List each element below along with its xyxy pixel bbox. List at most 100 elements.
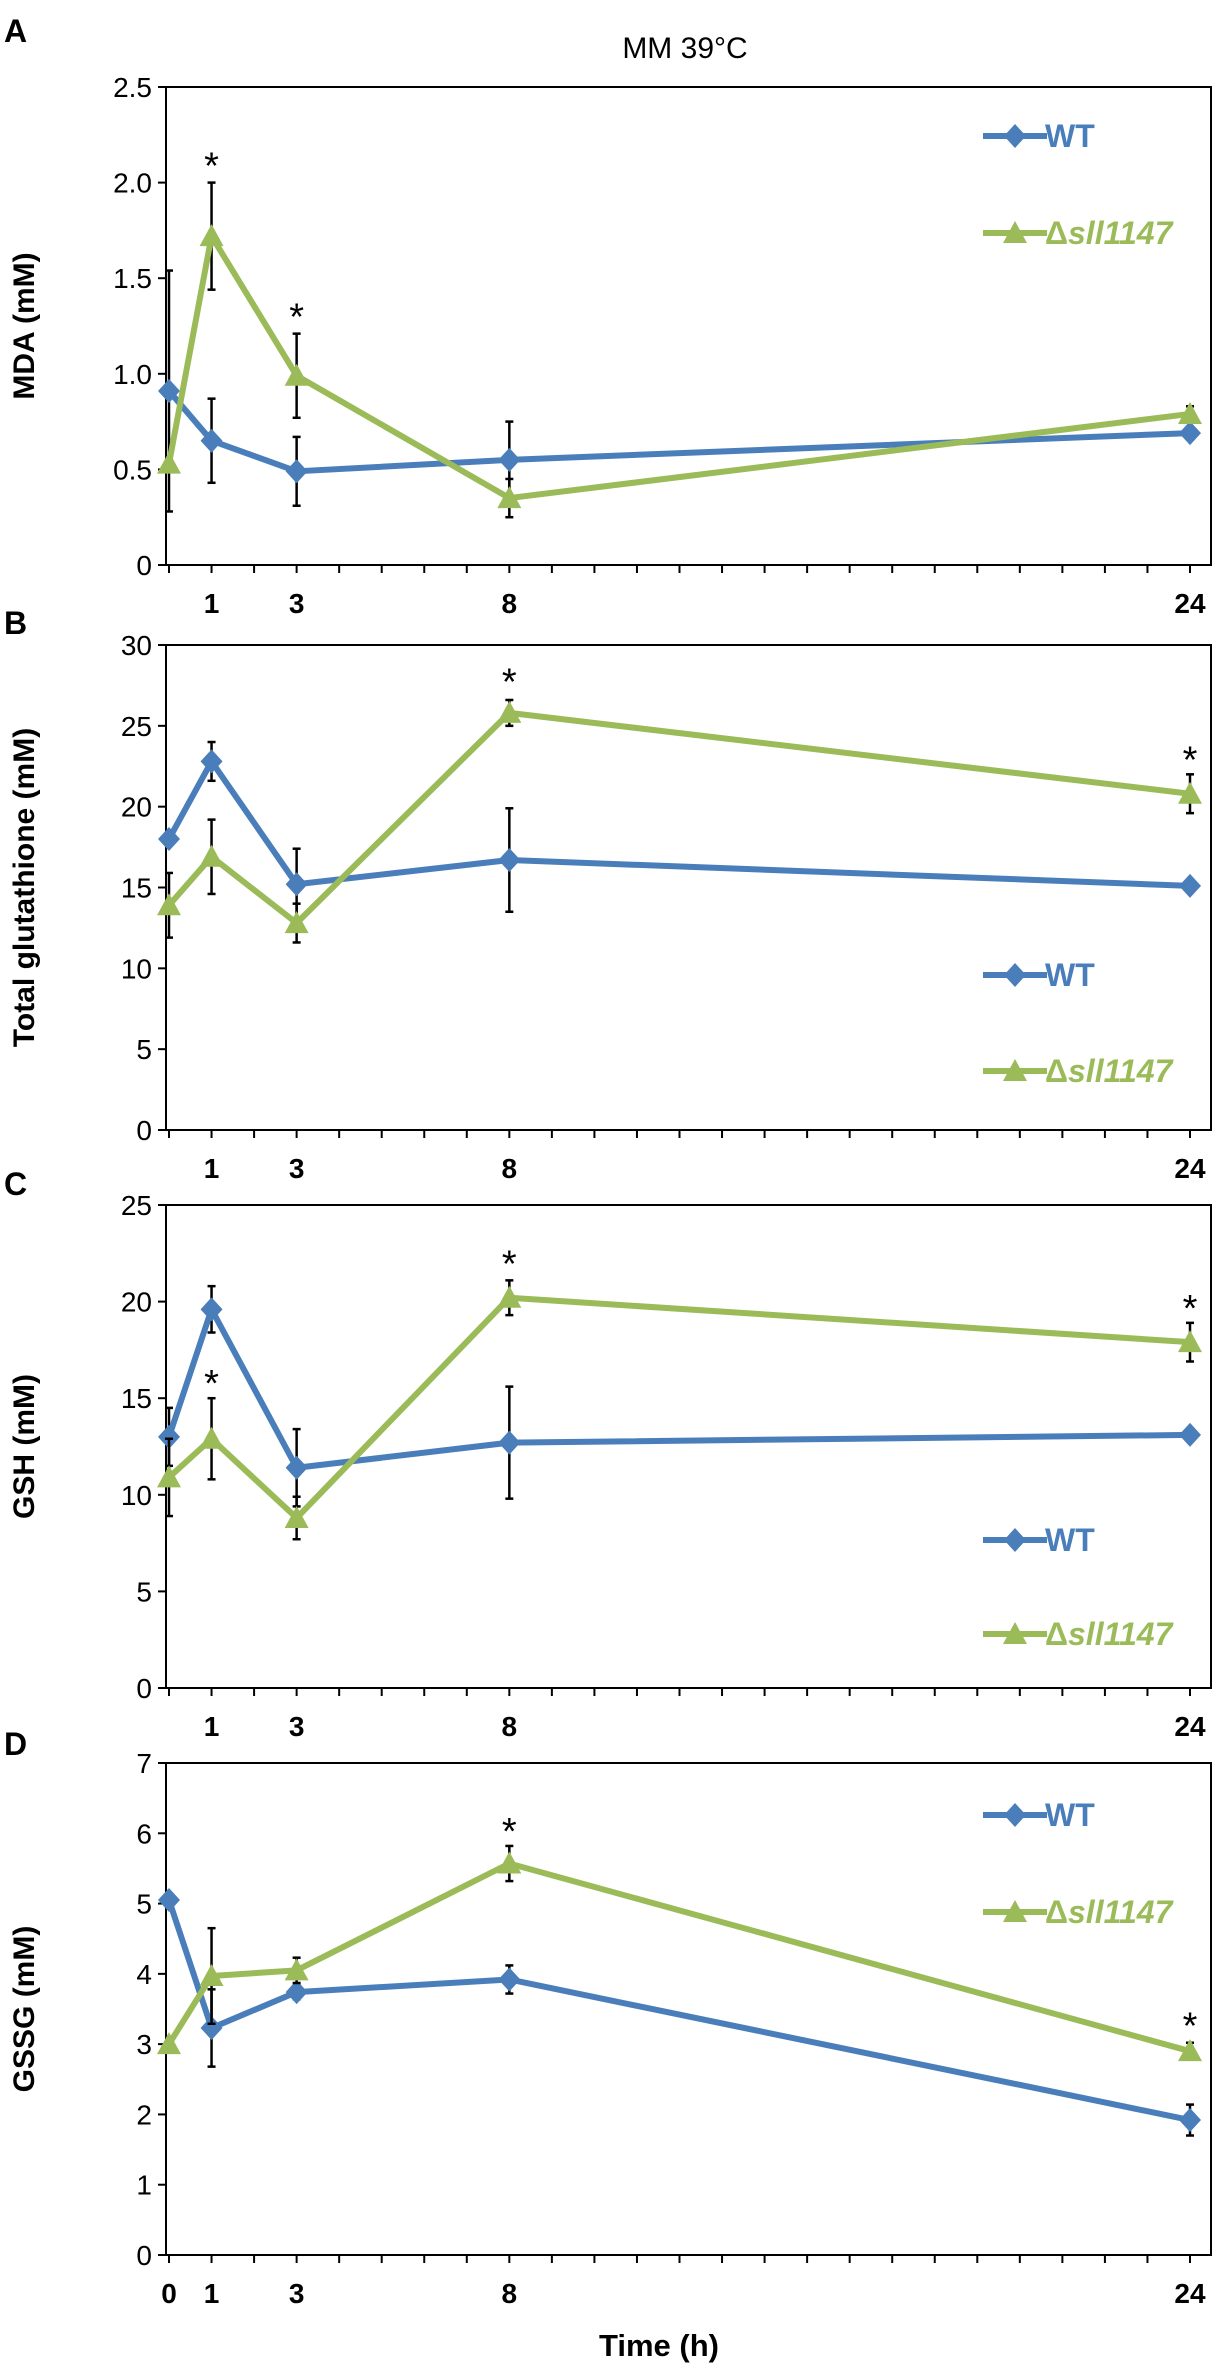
data-point bbox=[199, 224, 224, 247]
y-axis-label: MDA (mM) bbox=[8, 252, 41, 399]
data-point bbox=[497, 1851, 522, 1874]
y-tick-label: 20 bbox=[121, 792, 152, 823]
legend: WT Δsll1147 bbox=[983, 118, 1175, 251]
data-point bbox=[497, 486, 522, 509]
panel-letter: D bbox=[4, 1726, 27, 1762]
series-wt bbox=[158, 269, 1201, 513]
legend: WT Δsll1147 bbox=[983, 1522, 1175, 1652]
series-line bbox=[166, 1860, 1191, 2055]
legend-label: Δsll1147 bbox=[1045, 1894, 1175, 1930]
y-tick-label: 1 bbox=[136, 2170, 152, 2201]
data-point bbox=[158, 1888, 180, 1913]
series-line bbox=[166, 233, 1191, 502]
y-tick-label: 25 bbox=[121, 711, 152, 742]
legend-label: Δsll1147 bbox=[1045, 1053, 1175, 1089]
x-axis-label: Time (h) bbox=[599, 2328, 719, 2363]
x-tick-label: 8 bbox=[502, 1711, 518, 1742]
legend-label-prefix: Δ bbox=[1045, 1053, 1068, 1089]
data-point bbox=[1179, 2108, 1201, 2133]
plot-frame bbox=[165, 86, 1212, 566]
x-tick-label: 24 bbox=[1174, 1711, 1206, 1742]
data-point bbox=[498, 447, 521, 472]
legend-marker bbox=[1004, 963, 1026, 987]
x-tick-label: 3 bbox=[289, 588, 305, 619]
y-tick-label: 0 bbox=[136, 550, 152, 581]
data-point bbox=[498, 1967, 521, 1992]
data-point bbox=[1179, 873, 1201, 898]
data-point bbox=[200, 2015, 223, 2040]
figure-title: MM 39°C bbox=[622, 32, 747, 65]
significance-star: * bbox=[289, 297, 304, 339]
data-point bbox=[1179, 1422, 1201, 1447]
significance-star: * bbox=[1183, 1288, 1198, 1330]
data-point bbox=[157, 1465, 181, 1488]
data-point bbox=[285, 872, 308, 897]
y-tick-label: 7 bbox=[136, 1748, 152, 1779]
data-point bbox=[199, 1426, 224, 1449]
legend-marker bbox=[1003, 1622, 1027, 1644]
y-tick-label: 10 bbox=[121, 1480, 152, 1511]
y-tick-label: 10 bbox=[121, 953, 152, 984]
y-tick-label: 25 bbox=[121, 1190, 152, 1221]
x-tick-label: 1 bbox=[204, 588, 220, 619]
data-point bbox=[199, 844, 224, 867]
significance-star: * bbox=[204, 146, 219, 188]
legend-label: WT bbox=[1045, 1797, 1095, 1833]
data-point bbox=[200, 749, 223, 774]
series-mutant bbox=[157, 1279, 1202, 1541]
data-point bbox=[1178, 2039, 1202, 2062]
series-line bbox=[166, 1294, 1191, 1521]
x-tick-label: 24 bbox=[1174, 2278, 1206, 2309]
data-point bbox=[284, 1958, 309, 1981]
plot-frame bbox=[165, 1204, 1212, 1689]
x-tick-label: 8 bbox=[502, 2278, 518, 2309]
y-tick-label: 2.0 bbox=[113, 168, 152, 199]
legend-label: Δsll1147 bbox=[1045, 1616, 1175, 1652]
legend-marker bbox=[1003, 1900, 1027, 1922]
series-line bbox=[166, 709, 1191, 927]
y-tick-label: 1.5 bbox=[113, 263, 152, 294]
data-point bbox=[158, 379, 180, 404]
y-tick-label: 30 bbox=[121, 630, 152, 661]
data-point bbox=[1179, 421, 1201, 446]
panel-letter: C bbox=[4, 1166, 27, 1202]
legend-marker bbox=[1003, 221, 1027, 243]
y-tick-label: 2.5 bbox=[113, 72, 152, 103]
y-tick-label: 1.0 bbox=[113, 359, 152, 390]
panel-letter: B bbox=[4, 605, 27, 641]
legend-label-gene: sll1147 bbox=[1068, 1053, 1175, 1089]
x-tick-label: 1 bbox=[204, 1711, 220, 1742]
legend: WT Δsll1147 bbox=[983, 957, 1175, 1089]
data-point bbox=[199, 1963, 224, 1986]
significance-star: * bbox=[1183, 739, 1198, 781]
y-tick-label: 0.5 bbox=[113, 454, 152, 485]
data-point bbox=[498, 1430, 521, 1455]
legend-label-prefix: Δ bbox=[1045, 215, 1068, 251]
series-mutant bbox=[157, 698, 1202, 944]
y-tick-label: 20 bbox=[121, 1287, 152, 1318]
data-point bbox=[497, 1285, 522, 1308]
series-line bbox=[166, 758, 1191, 889]
y-tick-label: 0 bbox=[136, 1115, 152, 1146]
y-tick-label: 5 bbox=[136, 1576, 152, 1607]
data-point bbox=[284, 911, 309, 934]
legend: WT Δsll1147 bbox=[983, 1797, 1175, 1930]
y-tick-label: 6 bbox=[136, 1818, 152, 1849]
panel-b: B 0 5 10 15 20 25 30 1 3 8 24 Total glutathione (mM)… bbox=[4, 605, 1212, 1184]
data-point bbox=[1178, 781, 1202, 804]
y-axis-label: GSSG (mM) bbox=[8, 1926, 41, 2093]
panel-a: A 0 0.5 1.0 1.5 2.0 2.5 1 3 8 24 MDA (mM) * * WT Δsll11… bbox=[4, 13, 1212, 619]
y-axis-label: GSH (mM) bbox=[8, 1374, 41, 1519]
legend-marker bbox=[1004, 124, 1026, 148]
data-point bbox=[284, 1505, 309, 1528]
data-point bbox=[1178, 1330, 1202, 1353]
series-wt bbox=[158, 1284, 1201, 1508]
series-mutant bbox=[157, 181, 1202, 519]
data-point bbox=[157, 893, 181, 916]
x-tick-label: 3 bbox=[289, 2278, 305, 2309]
data-point bbox=[158, 1424, 180, 1449]
legend-label-prefix: Δ bbox=[1045, 1616, 1068, 1652]
data-point bbox=[200, 428, 223, 453]
